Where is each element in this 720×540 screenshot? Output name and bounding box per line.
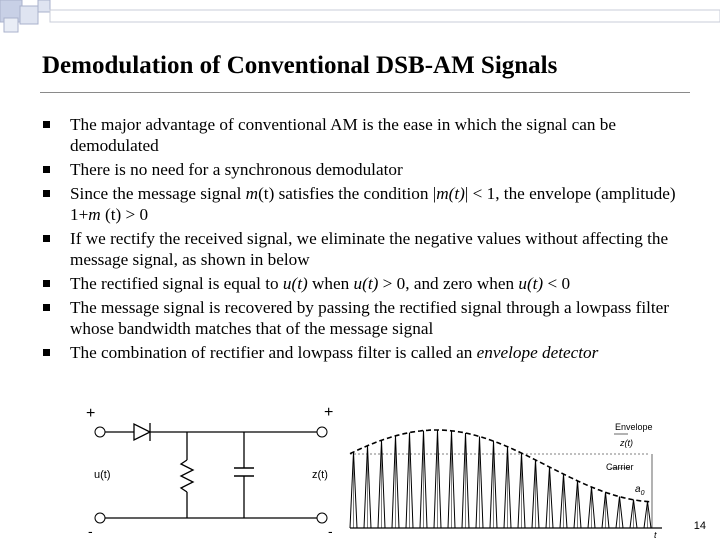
- bullet-item: If we rectify the received signal, we el…: [40, 228, 705, 270]
- bullet-text: The major advantage of conventional AM i…: [70, 115, 617, 155]
- input-label: u(t): [94, 469, 111, 481]
- plus-left-label: +: [86, 405, 95, 422]
- output-terminal-top: [316, 426, 328, 438]
- bullet-text: m(t): [436, 184, 465, 203]
- carrier-label: Carrier: [606, 462, 634, 472]
- corner-decoration: [0, 0, 720, 33]
- input-terminal-bottom: [94, 512, 106, 524]
- bullet-text: The rectified signal is equal to: [70, 274, 283, 293]
- bullet-square-icon: [43, 280, 50, 287]
- bullet-square-icon: [43, 304, 50, 311]
- envelope-curve: [349, 429, 651, 503]
- carrier-spikes: [353, 430, 648, 528]
- bullet-item: The rectified signal is equal to u(t) wh…: [40, 273, 705, 294]
- bullet-item: Since the message signal m(t) satisfies …: [40, 183, 705, 225]
- output-terminal-bottom: [316, 512, 328, 524]
- bullet-text: The combination of rectifier and lowpass…: [70, 343, 477, 362]
- bullet-square-icon: [43, 166, 50, 173]
- bullet-text: Since the message signal: [70, 184, 246, 203]
- bullet-text: envelope detector: [476, 343, 599, 362]
- envelope-label: Envelope: [615, 422, 653, 432]
- bullet-item: The major advantage of conventional AM i…: [40, 114, 705, 156]
- bullet-list: The major advantage of conventional AM i…: [40, 114, 705, 366]
- output-label: z(t): [312, 469, 328, 481]
- bullet-text: > 0, and zero when: [378, 274, 519, 293]
- minus-left-label: -: [88, 523, 93, 539]
- bullet-text: when: [307, 274, 354, 293]
- bullet-text: u(t): [353, 274, 379, 293]
- bullet-text: There is no need for a synchronous demod…: [70, 160, 403, 179]
- dc-label: a0: [635, 484, 645, 497]
- envelope-signal-label: z(t): [619, 438, 633, 448]
- bullet-square-icon: [43, 235, 50, 242]
- envelope-detector-circuit: + u(t) z(t) - -: [86, 405, 332, 539]
- resistor-symbol: [179, 459, 195, 493]
- bullet-text: (t) satisfies the condition |: [258, 184, 437, 203]
- time-label: t: [654, 530, 657, 540]
- diode-symbol: [133, 422, 152, 442]
- bullet-text: < 0: [543, 274, 571, 293]
- bullet-item: The combination of rectifier and lowpass…: [40, 342, 705, 363]
- page-title: Demodulation of Conventional DSB-AM Sign…: [42, 52, 558, 79]
- bullet-text: m: [88, 205, 101, 224]
- bullet-text: The message signal is recovered by passi…: [70, 298, 670, 338]
- bullet-item: The message signal is recovered by passi…: [40, 297, 705, 339]
- bullet-item: There is no need for a synchronous demod…: [40, 159, 705, 180]
- plus-right-label: +: [324, 404, 334, 421]
- title-divider: [40, 92, 690, 93]
- page-number: 14: [693, 520, 706, 532]
- minus-right-label: -: [328, 523, 332, 539]
- bullet-text: u(t): [518, 274, 544, 293]
- bullet-text: | < 1, the envelope (amplitude) 1+: [70, 184, 676, 224]
- bullet-square-icon: [43, 121, 50, 128]
- bullet-square-icon: [43, 349, 50, 356]
- rectified-waveform-plot: Envelope z(t) Carrier a0 t: [349, 422, 662, 540]
- rectified-signal: [349, 429, 658, 529]
- bullet-text: If we rectify the received signal, we el…: [70, 229, 669, 269]
- input-terminal-top: [94, 426, 106, 438]
- bullet-square-icon: [43, 190, 50, 197]
- bullet-text: (t) > 0: [100, 205, 149, 224]
- bullet-text: m: [245, 184, 259, 203]
- bullet-text: u(t): [282, 274, 308, 293]
